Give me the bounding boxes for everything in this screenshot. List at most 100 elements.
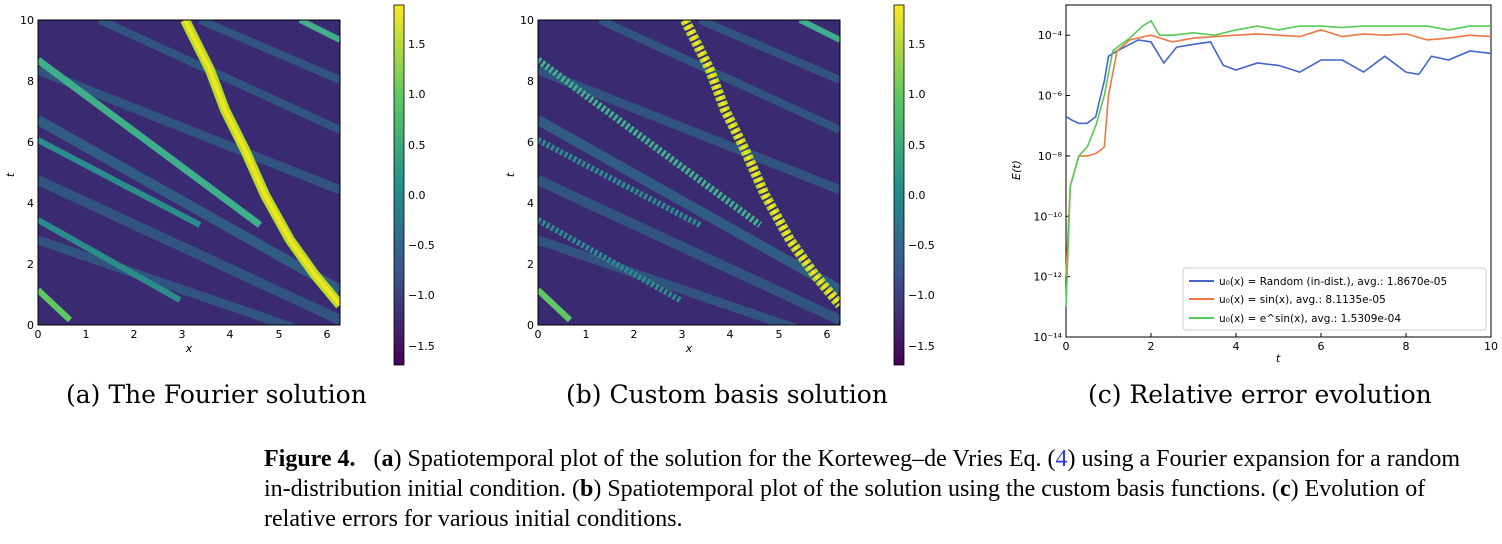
x-tick-label: 2: [631, 328, 638, 341]
x-tick-label: 4: [1233, 340, 1240, 353]
series-lines: [1065, 19, 1492, 307]
figure-panel-b: 0 1 2 3 4 5 6 0 2 4 6 8 10 x t 1.5 1.0 0…: [500, 0, 990, 370]
t-tick-label: 2: [27, 258, 34, 271]
x-tick-label: 5: [776, 328, 783, 341]
y-ticks: 10⁻¹⁴ 10⁻¹² 10⁻¹⁰ 10⁻⁸ 10⁻⁶ 10⁻⁴: [1033, 29, 1070, 344]
legend-entry: u₀(x) = Random (in-dist.), avg.: 1.8670e…: [1219, 276, 1447, 288]
x-tick-label: 5: [276, 328, 283, 341]
heatmap-a: 0 1 2 3 4 5 6 0 2 4 6 8 10 x t 1.5 1.0 0…: [4, 4, 435, 366]
x-tick-label: 0: [35, 328, 42, 341]
series-line-3: [1065, 19, 1491, 307]
y-axis-label: t: [4, 172, 17, 177]
figure-panel-c: 0 2 4 6 8 10 10⁻¹⁴ 10⁻¹² 10⁻¹⁰ 10⁻⁸ 10⁻⁶ 10⁻⁴ t E(…: [1000, 0, 1502, 370]
plot-frame: [537, 19, 841, 326]
t-tick-label: 6: [527, 136, 534, 149]
x-ticks: 0 1 2 3 4 5 6: [535, 328, 831, 341]
colorbar-tick-label: −1.5: [908, 340, 935, 353]
y-tick-label: 10⁻⁴: [1038, 29, 1063, 42]
y-axis-label: E(t): [1010, 160, 1023, 180]
colorbar-tick-label: 1.0: [408, 88, 426, 101]
legend-entry: u₀(x) = e^sin(x), avg.: 1.5309e-04: [1219, 313, 1401, 325]
subcaption-b: (b) Custom basis solution: [566, 380, 888, 409]
y-tick-label: 10⁻¹²: [1033, 271, 1062, 284]
x-axis-label: t: [1276, 352, 1281, 365]
y-axis-label: t: [504, 172, 517, 177]
x-tick-label: 3: [679, 328, 686, 341]
y-tick-label: 10⁻⁸: [1038, 150, 1063, 163]
t-tick-label: 10: [20, 14, 34, 27]
colorbar-tick-label: −0.5: [408, 239, 435, 252]
colorbar-tick-label: 0.0: [908, 189, 926, 202]
figure-caption: Figure 4. (a) Spatiotemporal plot of the…: [264, 446, 1461, 532]
colorbar-tick-label: 0.5: [408, 139, 426, 152]
x-tick-label: 8: [1403, 340, 1410, 353]
equation-reference-link[interactable]: 4: [1055, 446, 1068, 472]
legend-entry: u₀(x) = sin(x), avg.: 8.1135e-05: [1219, 294, 1386, 306]
colorbar-tick-label: −0.5: [908, 239, 935, 252]
colorbar: [393, 4, 405, 366]
colorbar-tick-label: 1.5: [408, 38, 426, 51]
subcaption-a: (a) The Fourier solution: [66, 380, 367, 409]
x-tick-label: 3: [179, 328, 186, 341]
caption-c-marker: c: [1279, 476, 1291, 502]
t-tick-label: 6: [27, 136, 34, 149]
heatmap-streaks: [38, 20, 340, 325]
t-ticks: 0 2 4 6 8 10: [520, 14, 534, 332]
colorbar-tick-label: 1.0: [908, 88, 926, 101]
t-tick-label: 4: [27, 197, 34, 210]
figure-panel-a: 0 1 2 3 4 5 6 0 2 4 6 8 10 x t 1.5 1.0 0…: [0, 0, 490, 370]
series-line-1: [1065, 39, 1492, 125]
x-tick-label: 10: [1484, 340, 1498, 353]
heatmap-streaks: [538, 20, 840, 325]
legend-box: [1182, 267, 1487, 331]
caption-text-b: ) Spatiotemporal plot of the solution us…: [593, 476, 1280, 502]
x-tick-label: 2: [131, 328, 138, 341]
error-line-chart: 0 2 4 6 8 10 10⁻¹⁴ 10⁻¹² 10⁻¹⁰ 10⁻⁸ 10⁻⁶ 10⁻⁴ t E(…: [1010, 4, 1498, 365]
x-tick-label: 6: [324, 328, 331, 341]
y-tick-label: 10⁻⁶: [1038, 90, 1063, 103]
colorbar-tick-label: 1.5: [908, 38, 926, 51]
colorbar-tick-label: −1.0: [408, 289, 435, 302]
x-tick-label: 1: [583, 328, 590, 341]
t-tick-label: 2: [527, 258, 534, 271]
t-tick-label: 0: [527, 319, 534, 332]
x-tick-label: 6: [824, 328, 831, 341]
y-tick-label: 10⁻¹⁰: [1033, 210, 1062, 223]
caption-text-a: ) Spatiotemporal plot of the solution fo…: [393, 446, 1056, 472]
t-ticks: 0 2 4 6 8 10: [20, 14, 34, 332]
x-axis-label: x: [185, 342, 193, 355]
t-tick-label: 10: [520, 14, 534, 27]
series-line-2: [1065, 29, 1492, 277]
colorbar-tick-label: 0.0: [408, 189, 426, 202]
colorbar-tick-label: −1.0: [908, 289, 935, 302]
x-tick-label: 4: [727, 328, 734, 341]
colorbar-tick-label: −1.5: [408, 340, 435, 353]
colorbar-tick-label: 0.5: [908, 139, 926, 152]
t-tick-label: 4: [527, 197, 534, 210]
colorbar: [893, 4, 905, 366]
x-tick-label: 6: [1318, 340, 1325, 353]
x-tick-label: 0: [535, 328, 542, 341]
colorbar-ticks: 1.5 1.0 0.5 0.0 −0.5 −1.0 −1.5: [408, 38, 435, 353]
x-ticks: 0 2 4 6 8 10: [1063, 333, 1498, 353]
caption-text-a2: ) using a Fourier expansion for a random…: [264, 446, 1461, 502]
x-tick-label: 1: [83, 328, 90, 341]
heatmap-b: 0 1 2 3 4 5 6 0 2 4 6 8 10 x t 1.5 1.0 0…: [504, 4, 935, 366]
colorbar-ticks: 1.5 1.0 0.5 0.0 −0.5 −1.0 −1.5: [908, 38, 935, 353]
caption-text-c: ) Evolution of relative errors for vario…: [264, 476, 1426, 532]
x-tick-label: 4: [227, 328, 234, 341]
caption-a-marker: a: [381, 446, 394, 472]
x-axis-label: x: [685, 342, 693, 355]
caption-b-marker: b: [579, 476, 594, 502]
t-tick-label: 8: [527, 75, 534, 88]
t-tick-label: 8: [27, 75, 34, 88]
y-tick-label: 10⁻¹⁴: [1033, 331, 1062, 344]
plot-frame: [37, 19, 341, 326]
x-tick-label: 0: [1063, 340, 1070, 353]
x-tick-label: 2: [1148, 340, 1155, 353]
caption-label: Figure 4.: [264, 446, 356, 472]
t-tick-label: 0: [27, 319, 34, 332]
subcaption-c: (c) Relative error evolution: [1088, 380, 1432, 409]
x-ticks: 0 1 2 3 4 5 6: [35, 328, 331, 341]
legend: u₀(x) = Random (in-dist.), avg.: 1.8670e…: [1182, 267, 1487, 331]
